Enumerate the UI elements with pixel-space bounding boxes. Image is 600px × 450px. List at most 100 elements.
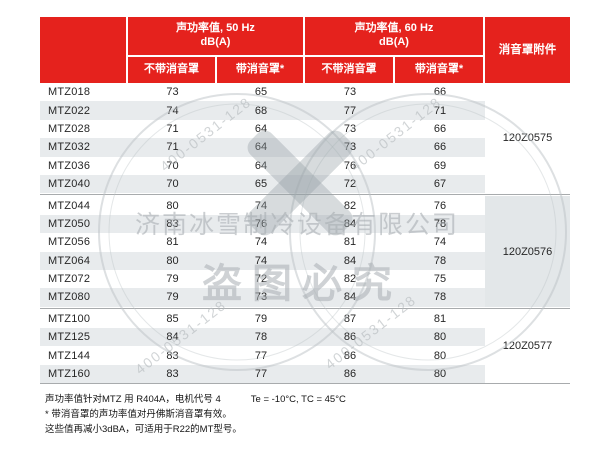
lw60-no-cell: 86: [343, 331, 357, 344]
lw50-no-cell: 70: [166, 178, 179, 191]
group-2-rows: MTZ044 80 74 82 76 MTZ050 83 76 84 78 MT…: [40, 196, 485, 307]
lw50-no-cell: 79: [166, 273, 179, 286]
header-60hz: 声功率值, 60 Hz dB(A): [305, 17, 485, 57]
lw60-with-cell: 69: [433, 159, 447, 172]
lw50-with-cell: 77: [254, 349, 268, 362]
subheader-60hz-no-muffler: 不带消音罩: [305, 57, 395, 83]
lw60-no-cell: 73: [343, 86, 357, 99]
lw60-no-cell: 76: [343, 159, 357, 172]
accessory-code-cell: 120Z0577: [502, 340, 553, 353]
lw50-no-cell: 79: [166, 291, 179, 304]
model-cell: MTZ028: [48, 122, 91, 135]
model-cell: MTZ100: [48, 312, 91, 325]
accessory-code-cell: 120Z0576: [485, 196, 570, 307]
lw60-no-cell: 84: [343, 291, 357, 304]
lw60-with-cell: 78: [433, 291, 447, 304]
model-cell: MTZ022: [48, 104, 91, 117]
lw60-no-cell: 84: [343, 254, 357, 267]
lw50-with-cell: 64: [254, 122, 268, 135]
lw50-with-cell: 74: [254, 254, 268, 267]
model-cell: MTZ044: [48, 199, 91, 212]
lw50-with-cell: 64: [254, 141, 268, 154]
table-row: MTZ028 71 64 73 66: [40, 120, 485, 138]
model-cell: MTZ144: [48, 349, 91, 362]
table-row: MTZ044 80 74 82 76: [40, 196, 485, 214]
lw60-with-cell: 66: [433, 86, 447, 99]
table-header: 声功率值, 50 Hz dB(A) 声功率值, 60 Hz dB(A) 消音罩附…: [40, 17, 570, 83]
model-cell: MTZ072: [48, 273, 91, 286]
lw60-no-cell: 84: [343, 217, 357, 230]
model-cell: MTZ064: [48, 254, 91, 267]
lw50-no-cell: 71: [166, 141, 179, 154]
lw50-with-cell: 78: [254, 331, 268, 344]
lw50-with-cell: 73: [254, 291, 268, 304]
lw60-no-cell: 82: [343, 199, 357, 212]
lw60-with-cell: 74: [433, 236, 447, 249]
lw60-with-cell: 78: [433, 254, 447, 267]
lw50-with-cell: 76: [254, 217, 268, 230]
lw50-with-cell: 74: [254, 199, 268, 212]
table-row: MTZ036 70 64 76 69: [40, 157, 485, 175]
lw50-no-cell: 70: [166, 159, 179, 172]
lw50-with-cell: 64: [254, 159, 268, 172]
lw60-with-cell: 66: [433, 141, 447, 154]
header-50hz-title: 声功率值, 50 Hz: [176, 22, 255, 35]
footnote-temperatures: Te = -10°C, TC = 45°C: [250, 394, 346, 405]
lw60-no-cell: 82: [343, 273, 357, 286]
lw50-no-cell: 85: [166, 312, 179, 325]
table-row: MTZ080 79 73 84 78: [40, 288, 485, 307]
model-cell: MTZ036: [48, 159, 91, 172]
table-row: MTZ100 85 79 87 81: [40, 310, 485, 328]
table-row: MTZ160 83 77 86 80: [40, 364, 485, 384]
lw50-with-cell: 65: [254, 178, 268, 191]
lw60-with-cell: 81: [433, 312, 447, 325]
group-1-rows: MTZ018 73 65 73 66 MTZ022 74 68 77 71 MT…: [40, 83, 485, 194]
subheader-50hz-with-muffler: 带消音罩*: [217, 57, 305, 83]
footnote-line-1: 声功率值针对MTZ 用 R404A，电机代号 4 Te = -10°C, TC …: [45, 392, 565, 407]
lw60-no-cell: 81: [343, 236, 357, 249]
lw50-with-cell: 68: [254, 104, 268, 117]
lw60-with-cell: 75: [433, 273, 447, 286]
lw50-with-cell: 74: [254, 236, 268, 249]
group-3-rows: MTZ100 85 79 87 81 MTZ125 84 78 86 80 MT…: [40, 310, 485, 384]
footnote-conditions: 声功率值针对MTZ 用 R404A，电机代号 4: [45, 394, 221, 405]
table-row: MTZ072 79 72 82 75: [40, 270, 485, 288]
model-cell: MTZ032: [48, 141, 91, 154]
lw50-with-cell: 65: [254, 86, 268, 99]
table-bottom-border: [40, 383, 570, 385]
lw60-no-cell: 73: [343, 141, 357, 154]
header-50hz: 声功率值, 50 Hz dB(A): [128, 17, 305, 57]
lw60-with-cell: 78: [433, 217, 447, 230]
model-cell: MTZ056: [48, 236, 91, 249]
table-row: MTZ050 83 76 84 78: [40, 214, 485, 234]
model-cell: MTZ050: [48, 217, 91, 230]
lw50-no-cell: 74: [166, 104, 179, 117]
lw60-no-cell: 86: [343, 349, 357, 362]
lw60-with-cell: 67: [433, 178, 447, 191]
lw50-no-cell: 80: [166, 199, 179, 212]
subheader-60hz-with-muffler: 带消音罩*: [395, 57, 485, 83]
subheader-50hz-no-muffler: 不带消音罩: [128, 57, 217, 83]
lw60-with-cell: 80: [433, 349, 447, 362]
table-row: MTZ144 83 77 86 80: [40, 346, 485, 364]
table-group-3: MTZ100 85 79 87 81 MTZ125 84 78 86 80 MT…: [40, 310, 570, 384]
table-row: MTZ064 80 74 84 78: [40, 251, 485, 270]
lw60-with-cell: 80: [433, 331, 447, 344]
group-separator: [40, 307, 570, 310]
lw60-with-cell: 76: [433, 199, 447, 212]
lw50-no-cell: 84: [166, 331, 179, 344]
lw50-with-cell: 72: [254, 273, 268, 286]
lw60-no-cell: 72: [343, 178, 357, 191]
model-cell: MTZ040: [48, 178, 91, 191]
lw50-no-cell: 81: [166, 236, 179, 249]
lw50-no-cell: 83: [166, 349, 179, 362]
lw50-no-cell: 83: [166, 217, 179, 230]
table-row: MTZ040 70 65 72 67: [40, 174, 485, 194]
lw50-no-cell: 71: [166, 122, 179, 135]
footnote-line-2: * 带消音罩的声功率值对丹佛斯消音罩有效。: [45, 409, 232, 420]
lw60-with-cell: 66: [433, 122, 447, 135]
lw60-with-cell: 80: [433, 368, 447, 381]
accessory-code-cell: 120Z0575: [502, 132, 553, 145]
table-row: MTZ125 84 78 86 80: [40, 328, 485, 347]
